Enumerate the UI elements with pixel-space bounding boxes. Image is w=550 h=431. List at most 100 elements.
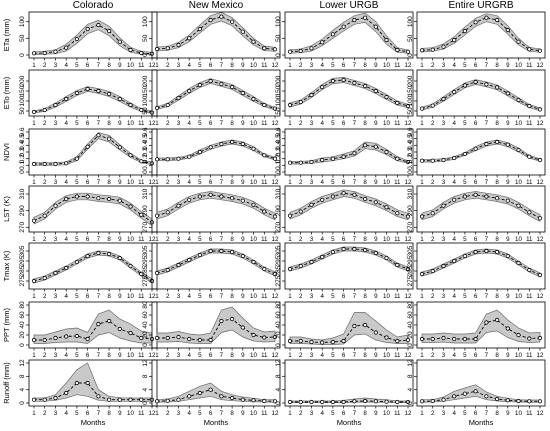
x-tick-label: 8 (495, 236, 499, 243)
y-tick-label: 50 (142, 107, 149, 115)
x-tick-label: 6 (209, 410, 213, 417)
mean-point (31, 278, 37, 284)
mean-point (53, 270, 58, 276)
mean-point (96, 321, 101, 327)
mean-point (240, 253, 245, 259)
mean-point (262, 102, 267, 108)
mean-point (128, 204, 133, 209)
y-tick-label: 0.5 (407, 134, 414, 143)
y-tick-label: 0.1 (19, 160, 26, 169)
x-tick-label: 6 (209, 120, 213, 127)
x-tick-label: 6 (474, 120, 478, 127)
mean-point (176, 203, 181, 208)
mean-point (287, 160, 293, 165)
x-tick-label: 3 (310, 293, 314, 300)
x-tick-label: 5 (331, 179, 335, 186)
x-tick-label: 9 (241, 293, 245, 300)
x-tick-label: 5 (75, 410, 79, 417)
mean-point (419, 336, 425, 342)
x-tick-label: 5 (198, 236, 202, 243)
mean-point (197, 390, 202, 396)
x-tick-label: 7 (97, 120, 101, 127)
y-tick-label: 50 (19, 107, 26, 115)
x-tick-label: 10 (383, 62, 390, 69)
y-tick-label: 305 (19, 245, 26, 256)
y-tick-label: 100 (19, 16, 26, 27)
range-band (289, 141, 409, 165)
x-tick-label: 5 (198, 293, 202, 300)
x-tick-label: 12 (272, 120, 279, 127)
mean-point (208, 78, 213, 84)
x-tick-label: 11 (138, 236, 145, 243)
x-tick-label: 8 (363, 410, 367, 417)
x-tick-label: 8 (107, 120, 111, 127)
mean-point (537, 48, 543, 53)
y-axis-label: ETo (mm) (2, 76, 11, 109)
x-tick-label: 4 (187, 236, 191, 243)
mean-point (251, 96, 256, 102)
mean-point (405, 337, 411, 343)
mean-point (107, 91, 112, 97)
y-tick-label: 200 (19, 75, 26, 86)
mean-point (362, 398, 368, 404)
mean-point (272, 214, 278, 219)
range-band (421, 191, 541, 223)
x-tick-label: 12 (537, 410, 544, 417)
mean-point (309, 92, 314, 98)
mean-point (74, 194, 80, 199)
mean-point (441, 263, 446, 269)
x-tick-label: 8 (363, 120, 367, 127)
x-tick-label: 10 (250, 62, 257, 69)
x-tick-label: 1 (32, 410, 36, 417)
mean-point (31, 109, 37, 115)
x-tick-label: 4 (320, 352, 324, 359)
mean-point (494, 249, 500, 255)
y-tick-label: 4 (407, 388, 414, 392)
x-tick-label: 10 (127, 62, 134, 69)
mean-point (341, 338, 346, 344)
y-tick-label: 200 (407, 75, 414, 86)
mean-point (462, 151, 467, 157)
mean-point (176, 397, 181, 402)
x-axis-label: Months (337, 418, 362, 427)
x-tick-label: 1 (420, 352, 424, 359)
x-axis-label: Months (81, 418, 106, 427)
panel-frame (28, 185, 158, 233)
x-tick-label: 1 (288, 120, 292, 127)
mean-point (341, 399, 346, 405)
mean-point (107, 196, 112, 202)
x-tick-label: 4 (187, 293, 191, 300)
x-tick-label: 10 (250, 120, 257, 127)
range-band (421, 79, 541, 112)
x-tick-label: 9 (241, 62, 245, 69)
mean-point (452, 89, 457, 95)
range-band (33, 132, 153, 166)
x-tick-label: 7 (485, 410, 489, 417)
mean-point (262, 46, 267, 51)
mean-point (298, 338, 303, 344)
mean-point (395, 399, 400, 405)
x-tick-label: 6 (209, 62, 213, 69)
y-tick-label: 50 (142, 34, 149, 42)
x-tick-label: 11 (138, 293, 145, 300)
x-tick-label: 7 (485, 236, 489, 243)
mean-point (441, 335, 446, 341)
mean-line (421, 194, 541, 219)
mean-point (462, 28, 467, 34)
mean-point (128, 102, 133, 108)
mean-point (117, 198, 122, 203)
panel-frame (28, 242, 158, 290)
x-tick-label: 3 (177, 62, 181, 69)
mean-point (320, 254, 325, 260)
y-tick-label: 285 (142, 265, 149, 276)
mean-point (154, 213, 160, 218)
y-tick-label: 12 (142, 359, 149, 367)
x-tick-label: 4 (452, 352, 456, 359)
x-tick-label: 4 (187, 179, 191, 186)
mean-point (287, 399, 293, 405)
mean-point (494, 85, 500, 90)
y-tick-label: 100 (275, 16, 282, 27)
